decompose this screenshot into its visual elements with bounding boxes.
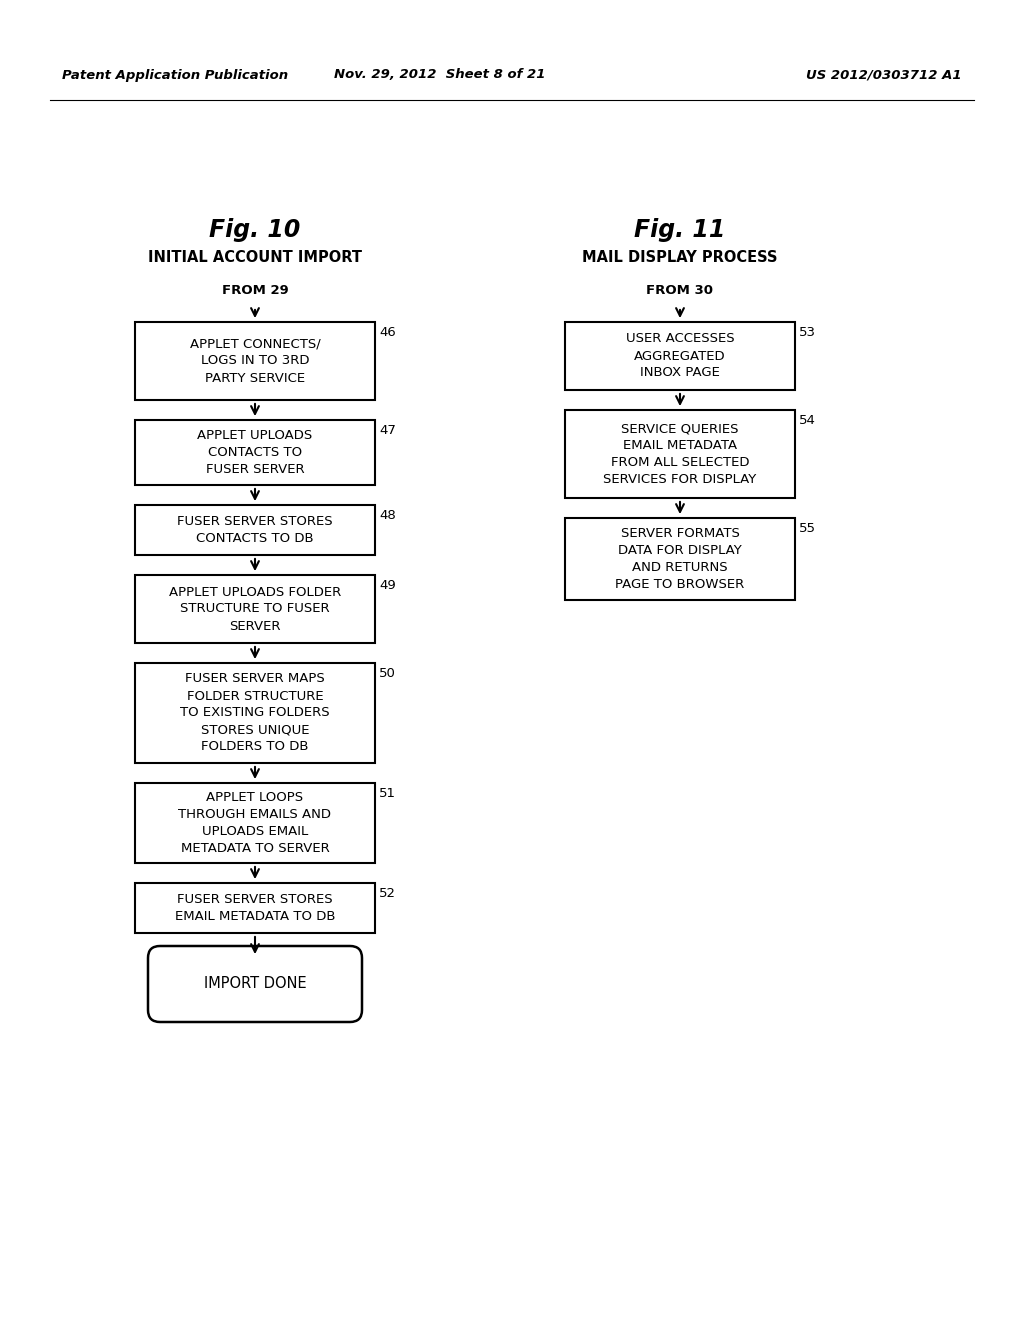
Text: 48: 48 [379, 510, 395, 521]
Text: 52: 52 [379, 887, 396, 900]
FancyBboxPatch shape [135, 883, 375, 933]
Text: 47: 47 [379, 424, 396, 437]
Text: 55: 55 [799, 521, 816, 535]
Text: FROM 30: FROM 30 [646, 284, 714, 297]
Text: 54: 54 [799, 414, 816, 426]
Text: SERVICE QUERIES
EMAIL METADATA
FROM ALL SELECTED
SERVICES FOR DISPLAY: SERVICE QUERIES EMAIL METADATA FROM ALL … [603, 422, 757, 486]
Text: USER ACCESSES
AGGREGATED
INBOX PAGE: USER ACCESSES AGGREGATED INBOX PAGE [626, 333, 734, 380]
FancyBboxPatch shape [135, 322, 375, 400]
Text: Nov. 29, 2012  Sheet 8 of 21: Nov. 29, 2012 Sheet 8 of 21 [334, 69, 546, 82]
Text: 53: 53 [799, 326, 816, 339]
Text: FUSER SERVER STORES
CONTACTS TO DB: FUSER SERVER STORES CONTACTS TO DB [177, 515, 333, 545]
Text: FUSER SERVER MAPS
FOLDER STRUCTURE
TO EXISTING FOLDERS
STORES UNIQUE
FOLDERS TO : FUSER SERVER MAPS FOLDER STRUCTURE TO EX… [180, 672, 330, 754]
Text: APPLET LOOPS
THROUGH EMAILS AND
UPLOADS EMAIL
METADATA TO SERVER: APPLET LOOPS THROUGH EMAILS AND UPLOADS … [178, 791, 332, 855]
Text: Fig. 10: Fig. 10 [209, 218, 301, 242]
Text: SERVER FORMATS
DATA FOR DISPLAY
AND RETURNS
PAGE TO BROWSER: SERVER FORMATS DATA FOR DISPLAY AND RETU… [615, 527, 744, 591]
Text: 46: 46 [379, 326, 395, 339]
FancyBboxPatch shape [135, 576, 375, 643]
Text: APPLET UPLOADS
CONTACTS TO
FUSER SERVER: APPLET UPLOADS CONTACTS TO FUSER SERVER [198, 429, 312, 477]
Text: INITIAL ACCOUNT IMPORT: INITIAL ACCOUNT IMPORT [148, 251, 362, 265]
FancyBboxPatch shape [135, 420, 375, 484]
Text: FUSER SERVER STORES
EMAIL METADATA TO DB: FUSER SERVER STORES EMAIL METADATA TO DB [175, 894, 335, 923]
FancyBboxPatch shape [565, 517, 795, 601]
Text: US 2012/0303712 A1: US 2012/0303712 A1 [806, 69, 962, 82]
Text: APPLET UPLOADS FOLDER
STRUCTURE TO FUSER
SERVER: APPLET UPLOADS FOLDER STRUCTURE TO FUSER… [169, 586, 341, 632]
FancyBboxPatch shape [148, 946, 362, 1022]
Text: Patent Application Publication: Patent Application Publication [62, 69, 288, 82]
Text: 51: 51 [379, 787, 396, 800]
FancyBboxPatch shape [565, 322, 795, 389]
Text: FROM 29: FROM 29 [221, 284, 289, 297]
Text: IMPORT DONE: IMPORT DONE [204, 977, 306, 991]
FancyBboxPatch shape [565, 411, 795, 498]
FancyBboxPatch shape [135, 663, 375, 763]
Text: 49: 49 [379, 579, 395, 591]
FancyBboxPatch shape [135, 783, 375, 863]
Text: APPLET CONNECTS/
LOGS IN TO 3RD
PARTY SERVICE: APPLET CONNECTS/ LOGS IN TO 3RD PARTY SE… [189, 338, 321, 384]
Text: MAIL DISPLAY PROCESS: MAIL DISPLAY PROCESS [583, 251, 778, 265]
FancyBboxPatch shape [135, 506, 375, 554]
Text: 50: 50 [379, 667, 396, 680]
Text: Fig. 11: Fig. 11 [634, 218, 726, 242]
